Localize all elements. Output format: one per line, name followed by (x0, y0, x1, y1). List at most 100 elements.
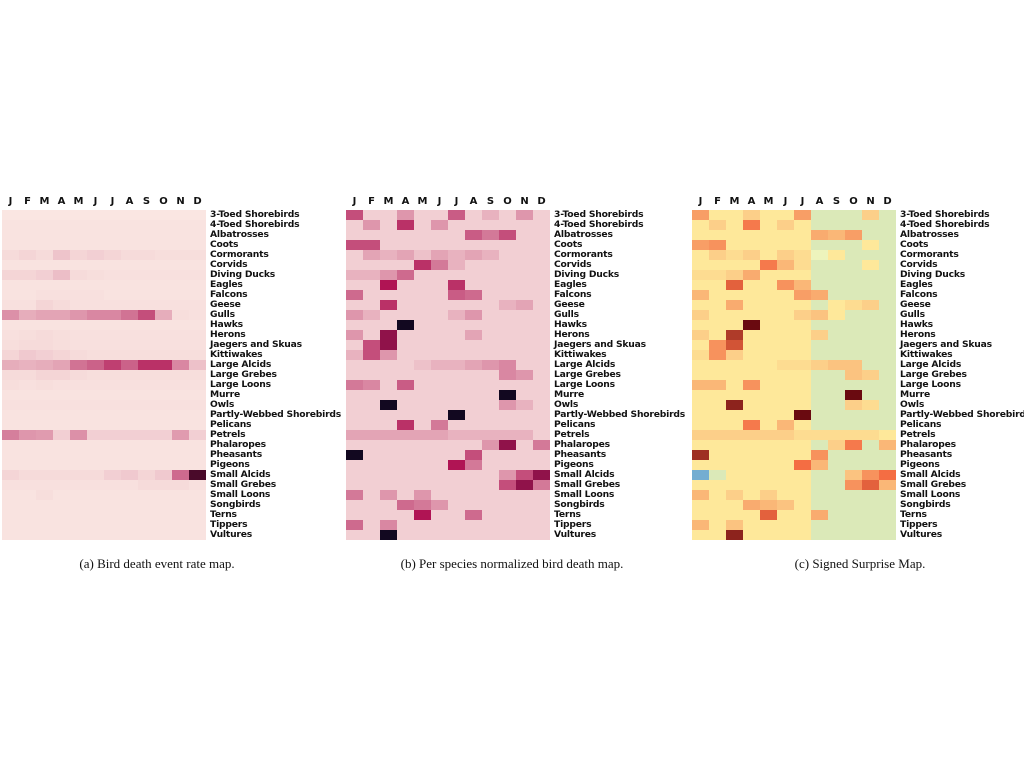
heatmap-cell (397, 460, 414, 470)
heatmap-cell (743, 470, 760, 480)
heatmap-cell (777, 330, 794, 340)
heatmap-cell (121, 340, 138, 350)
row-label: Murre (554, 389, 584, 400)
heatmap-cell (482, 400, 499, 410)
heatmap-cell (104, 430, 121, 440)
heatmap-cell (879, 370, 896, 380)
heatmap-cell (397, 480, 414, 490)
heatmap-cell (743, 510, 760, 520)
heatmap-cell (380, 280, 397, 290)
heatmap-cell (346, 320, 363, 330)
heatmap-cell (448, 280, 465, 290)
heatmap-cell (794, 210, 811, 220)
heatmap-cell (414, 270, 431, 280)
heatmap-cell (862, 430, 879, 440)
heatmap-cell (138, 220, 155, 230)
heatmap-cell (760, 310, 777, 320)
month-label: O (849, 196, 858, 207)
heatmap-cell (726, 470, 743, 480)
heatmap-cell (709, 300, 726, 310)
heatmap-cell (828, 520, 845, 530)
heatmap-cell (397, 250, 414, 260)
heatmap-cell (431, 310, 448, 320)
heatmap-cell (726, 350, 743, 360)
heatmap-cell (709, 480, 726, 490)
heatmap-cell (516, 310, 533, 320)
heatmap-cell (414, 230, 431, 240)
heatmap-cell (104, 340, 121, 350)
heatmap-cell (845, 430, 862, 440)
heatmap-cell (155, 320, 172, 330)
heatmap-cell (19, 410, 36, 420)
heatmap-cell (448, 510, 465, 520)
heatmap-cell (862, 220, 879, 230)
heatmap-cell (87, 500, 104, 510)
heatmap-cell (845, 450, 862, 460)
heatmap-cell (465, 350, 482, 360)
heatmap-cell (172, 350, 189, 360)
heatmap-cell (499, 390, 516, 400)
heatmap-cell (760, 430, 777, 440)
heatmap-cell (709, 290, 726, 300)
heatmap-cell (363, 520, 380, 530)
heatmap-cell (414, 250, 431, 260)
heatmap-cell (811, 280, 828, 290)
heatmap-cell (172, 400, 189, 410)
heatmap-cell (692, 300, 709, 310)
heatmap-cell (516, 460, 533, 470)
heatmap-cell (709, 390, 726, 400)
heatmap-cell (104, 360, 121, 370)
heatmap-cell (828, 470, 845, 480)
heatmap-cell (760, 300, 777, 310)
heatmap-cell (743, 440, 760, 450)
heatmap-cell (760, 530, 777, 540)
heatmap-cell (879, 500, 896, 510)
heatmap-cell (709, 380, 726, 390)
heatmap-cell (104, 220, 121, 230)
heatmap-cell (482, 520, 499, 530)
heatmap-cell (777, 420, 794, 430)
heatmap-cell (743, 300, 760, 310)
heatmap-cell (414, 310, 431, 320)
heatmap-cell (431, 290, 448, 300)
heatmap-cell (709, 210, 726, 220)
heatmap-cell (794, 430, 811, 440)
month-label: D (883, 196, 892, 207)
heatmap-cell (19, 420, 36, 430)
heatmap-cell (743, 250, 760, 260)
heatmap-cell (414, 470, 431, 480)
heatmap-cell (155, 420, 172, 430)
heatmap-cell (70, 530, 87, 540)
heatmap-cell (811, 370, 828, 380)
heatmap-cell (155, 450, 172, 460)
heatmap-cell (53, 410, 70, 420)
heatmap-cell (87, 390, 104, 400)
row-label: 3-Toed Shorebirds (554, 209, 644, 220)
heatmap-cell (414, 290, 431, 300)
heatmap-cell (189, 350, 206, 360)
heatmap-cell (760, 320, 777, 330)
heatmap-cell (380, 240, 397, 250)
heatmap-cell (726, 250, 743, 260)
heatmap-cell (482, 470, 499, 480)
heatmap-cell (138, 430, 155, 440)
heatmap-cell (879, 490, 896, 500)
heatmap-cell (2, 460, 19, 470)
heatmap-cell (53, 280, 70, 290)
heatmap-cell (87, 510, 104, 520)
heatmap-cell (87, 210, 104, 220)
heatmap-cell (155, 330, 172, 340)
heatmap-cell (482, 480, 499, 490)
heatmap-cell (465, 440, 482, 450)
heatmap-cell (104, 280, 121, 290)
heatmap-cell (845, 220, 862, 230)
heatmap-cell (743, 360, 760, 370)
heatmap-cell (104, 490, 121, 500)
heatmap-cell (828, 230, 845, 240)
heatmap-cell (811, 470, 828, 480)
heatmap-cell (692, 260, 709, 270)
heatmap-cell (465, 450, 482, 460)
heatmap-cell (189, 430, 206, 440)
row-label: Eagles (210, 279, 243, 290)
heatmap-cell (172, 530, 189, 540)
